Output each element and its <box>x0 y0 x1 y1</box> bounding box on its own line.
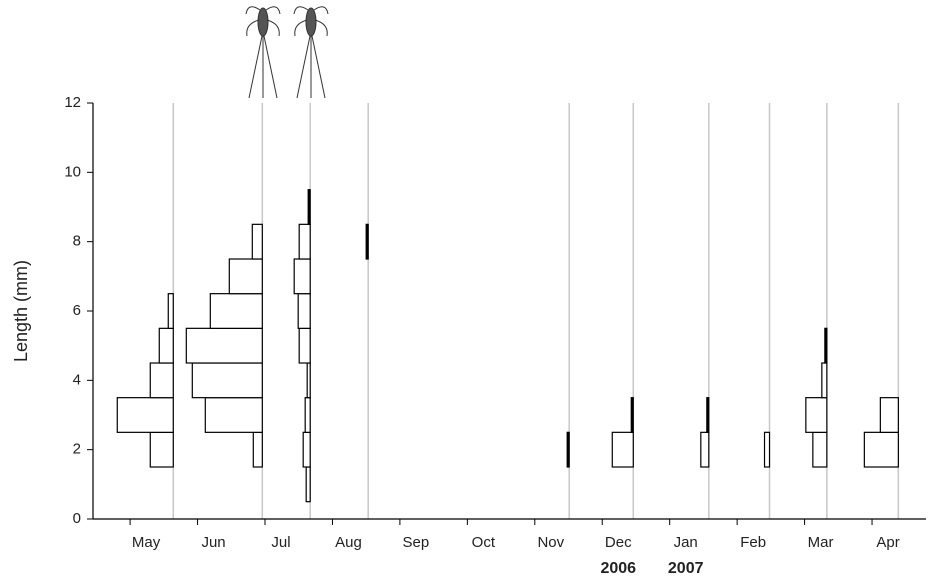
bar <box>186 328 262 363</box>
bar <box>117 398 173 433</box>
bar <box>159 328 173 363</box>
y-tick-label: 2 <box>73 441 81 458</box>
bar <box>366 224 368 259</box>
bar <box>822 363 827 398</box>
x-tick-label: Jan <box>674 534 698 551</box>
bar <box>305 398 310 433</box>
bar <box>306 467 310 502</box>
year-label: 2007 <box>668 560 704 577</box>
insect-icons <box>246 7 328 98</box>
y-axis-label: Length (mm) <box>11 260 31 362</box>
bar <box>825 328 827 363</box>
bar <box>701 432 709 467</box>
x-tick-label: Jul <box>271 534 290 551</box>
bar <box>210 294 262 329</box>
bar <box>307 363 310 398</box>
bar <box>253 432 262 467</box>
bar <box>303 432 310 467</box>
y-tick-label: 12 <box>64 94 81 111</box>
bar <box>631 398 633 433</box>
x-tick-label: Mar <box>808 534 834 551</box>
x-tick-label: Feb <box>740 534 766 551</box>
x-tick-label: Jun <box>201 534 225 551</box>
bar <box>294 259 310 294</box>
bar <box>298 294 310 329</box>
bar <box>205 398 262 433</box>
x-tick-label: May <box>132 534 161 551</box>
bar <box>813 432 827 467</box>
x-tick-label: Apr <box>876 534 899 551</box>
bar <box>880 398 898 433</box>
bar <box>567 432 569 467</box>
bar <box>150 363 173 398</box>
bar <box>299 328 310 363</box>
bar <box>308 190 310 225</box>
bar <box>864 432 898 467</box>
x-tick-label: Nov <box>537 534 564 551</box>
y-tick-label: 10 <box>64 163 81 180</box>
bar <box>765 432 770 467</box>
x-tick-label: Dec <box>605 534 632 551</box>
y-tick-label: 6 <box>73 302 81 319</box>
y-tick-label: 0 <box>73 510 81 527</box>
bar <box>612 432 633 467</box>
bar <box>192 363 262 398</box>
bar <box>707 398 709 433</box>
x-tick-label: Oct <box>472 534 496 551</box>
x-tick-label: Aug <box>335 534 362 551</box>
bar <box>252 224 262 259</box>
bar <box>299 224 310 259</box>
x-tick-label: Sep <box>403 534 430 551</box>
y-tick-label: 4 <box>73 371 81 388</box>
y-tick-label: 8 <box>73 233 81 250</box>
bar <box>168 294 173 329</box>
bar <box>150 432 173 467</box>
bar <box>229 259 262 294</box>
chart: Length (mm) 0 2 4 6 8 10 12 May Jun Jul Aug Sep Oct N… <box>0 0 929 581</box>
bar <box>806 398 827 433</box>
year-label: 2006 <box>600 560 636 577</box>
